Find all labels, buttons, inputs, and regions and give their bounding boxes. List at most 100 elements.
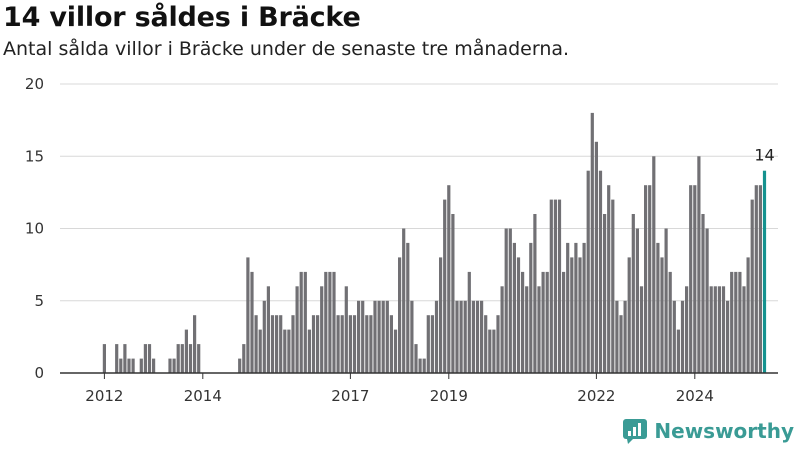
bar (291, 315, 295, 373)
bar (147, 344, 152, 373)
bar (369, 315, 373, 373)
bar (758, 185, 762, 373)
bar (332, 271, 336, 373)
bar (475, 300, 480, 374)
bar (594, 141, 598, 373)
y-tick-label: 15 (25, 147, 44, 165)
bar (721, 286, 726, 373)
newsworthy-logo-text: Newsworthy (654, 419, 794, 443)
bar (188, 344, 193, 373)
bar (426, 315, 430, 373)
bar (283, 329, 287, 373)
bar (328, 271, 332, 373)
bar (615, 300, 619, 374)
bar (451, 214, 455, 373)
chart-subtitle: Antal sålda villor i Bräcke under de sen… (3, 38, 570, 60)
bar (467, 271, 471, 373)
data-labels: 14 (754, 146, 774, 165)
bar (471, 300, 475, 374)
bar (545, 271, 549, 373)
bar (512, 242, 516, 373)
bar (152, 358, 156, 373)
bar (463, 300, 467, 374)
bar (586, 170, 590, 373)
bar (676, 329, 680, 373)
newsworthy-logo-icon (623, 419, 648, 444)
bar (705, 228, 709, 373)
bar (459, 300, 463, 374)
bar (193, 315, 197, 373)
bar (303, 271, 307, 373)
newsworthy-logo[interactable]: Newsworthy (622, 418, 794, 444)
bar (574, 242, 578, 373)
bar (672, 300, 676, 374)
bar (496, 315, 500, 373)
bar (685, 286, 689, 373)
bar (549, 199, 553, 373)
bar (320, 286, 324, 373)
bar (488, 329, 492, 373)
bar (168, 358, 172, 373)
bar (115, 344, 119, 373)
bar (566, 242, 570, 373)
bar (562, 271, 566, 373)
bar (250, 271, 254, 373)
bar (357, 300, 361, 374)
x-tick-label: 2024 (676, 387, 714, 405)
bar (693, 185, 697, 373)
bar (738, 271, 742, 373)
bar (447, 185, 451, 373)
bar (348, 315, 352, 373)
bar (311, 315, 316, 373)
bar (631, 214, 635, 373)
bar (197, 344, 201, 373)
bar (500, 286, 504, 373)
bar (746, 257, 750, 373)
bar (713, 286, 717, 373)
bar (381, 300, 385, 374)
bar (680, 300, 685, 374)
bar (176, 344, 180, 373)
y-axis-ticks: 0 5 10 15 20 (25, 75, 44, 382)
bar (139, 358, 143, 373)
bar (377, 300, 381, 374)
y-tick-label: 10 (25, 220, 44, 238)
bar (398, 257, 402, 373)
bar (578, 257, 582, 373)
bar (635, 228, 639, 373)
bar (697, 156, 701, 374)
bar (287, 329, 291, 373)
bar (660, 257, 664, 373)
bar (340, 315, 344, 373)
bar (537, 286, 541, 373)
bar (623, 300, 627, 374)
bar (598, 170, 603, 373)
bar (393, 329, 398, 373)
x-tick-label: 2014 (184, 387, 222, 405)
bar (254, 315, 258, 373)
bar (295, 286, 299, 373)
bar (352, 315, 357, 373)
bar (389, 315, 393, 373)
bar (127, 358, 131, 373)
bar (590, 112, 594, 374)
chart-title: 14 villor såldes i Bräcke (3, 2, 361, 33)
bar (361, 300, 365, 374)
x-tick-label: 2019 (430, 387, 468, 405)
bar (627, 257, 631, 373)
bar (742, 286, 746, 373)
bar (430, 315, 434, 373)
bar (418, 358, 422, 373)
bar (143, 344, 147, 373)
bar (529, 242, 533, 373)
bar (180, 344, 184, 373)
bar (701, 214, 705, 373)
bar (603, 214, 607, 373)
bar (734, 271, 738, 373)
bar (385, 300, 389, 374)
bar (443, 199, 447, 373)
bar (373, 300, 377, 374)
bar (275, 315, 279, 373)
bar (717, 286, 721, 373)
bar (344, 286, 348, 373)
